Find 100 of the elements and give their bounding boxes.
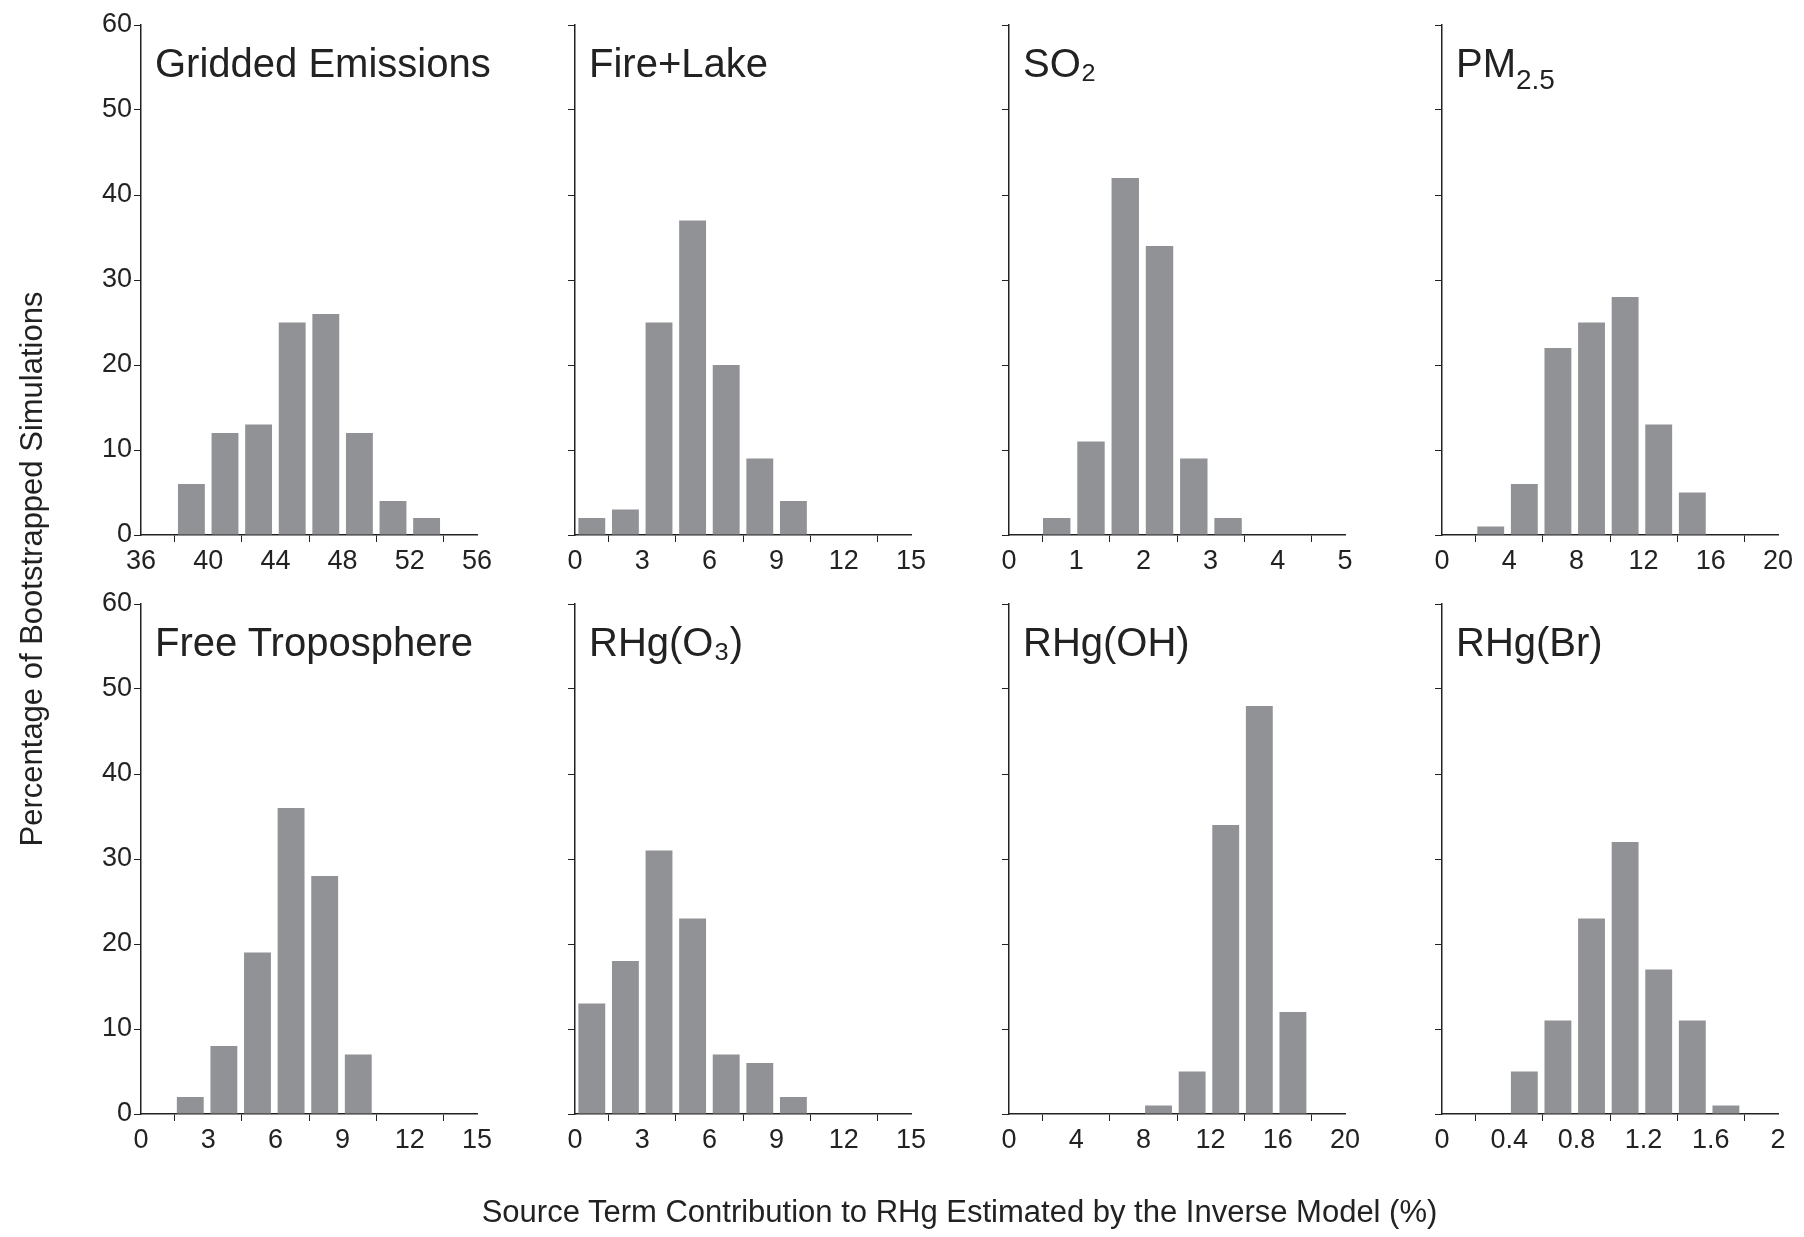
- bar: [1645, 424, 1673, 535]
- bar: [1578, 918, 1605, 1114]
- y-tick-label: 10: [101, 433, 132, 464]
- bar: [645, 322, 673, 535]
- bar: [1178, 1071, 1206, 1114]
- chart-title: Gridded Emissions: [155, 41, 491, 86]
- x-tick-label: 2: [1770, 1123, 1786, 1154]
- bar: [611, 961, 639, 1114]
- x-tick-label: 6: [701, 1123, 717, 1154]
- bar: [344, 1054, 372, 1114]
- x-tick-label: 0: [1434, 1123, 1450, 1154]
- bar: [779, 501, 807, 535]
- bar: [1544, 1020, 1572, 1114]
- x-axis-title: Source Term Contribution to RHg Estimated by the Inverse Model (%): [480, 1194, 1439, 1230]
- y-tick-label: 60: [101, 8, 132, 39]
- bar: [779, 1097, 807, 1114]
- bar: [176, 1097, 204, 1114]
- bar: [712, 1054, 740, 1114]
- x-tick-label: 1.2: [1624, 1123, 1663, 1154]
- bar: [1510, 1071, 1538, 1114]
- bar: [1477, 526, 1505, 535]
- bar: [1043, 518, 1071, 535]
- bar: [679, 220, 707, 535]
- x-tick-label: 0: [1434, 544, 1450, 575]
- x-tick-label: 9: [769, 544, 785, 575]
- bar: [413, 518, 441, 535]
- bar: [1578, 322, 1605, 535]
- bar: [277, 808, 305, 1114]
- x-tick-label: 0.4: [1490, 1123, 1528, 1154]
- x-tick-label: 3: [634, 544, 650, 575]
- bar: [611, 509, 639, 535]
- bar: [746, 1063, 774, 1114]
- x-tick-label: 0: [567, 544, 583, 575]
- y-axis-title: Percentage of Bootstrapped Simulations: [14, 291, 50, 847]
- bar: [712, 365, 740, 535]
- x-tick-label: 56: [461, 544, 493, 575]
- x-tick-label: 0: [1001, 544, 1017, 575]
- y-tick-label: 20: [101, 927, 132, 958]
- chart-title: RHg(OH): [1023, 620, 1190, 665]
- bar: [1678, 492, 1706, 535]
- chart-title: RHg(O₃): [589, 620, 744, 665]
- x-tick-label: 4: [1501, 544, 1517, 575]
- x-tick-label: 0: [1001, 1123, 1017, 1154]
- y-tick-label: 10: [101, 1012, 132, 1043]
- bar: [244, 952, 271, 1114]
- x-tick-label: 15: [895, 544, 927, 575]
- x-tick-label: 1: [1068, 544, 1084, 575]
- chart-title: Fire+Lake: [589, 41, 768, 86]
- x-tick-label: 4: [1270, 544, 1286, 575]
- x-tick-label: 12: [394, 1123, 425, 1154]
- bar: [245, 424, 273, 535]
- x-tick-label: 8: [1135, 1123, 1151, 1154]
- chart-title: Free Troposphere: [155, 620, 473, 665]
- bar: [578, 518, 606, 535]
- y-tick-label: 50: [101, 93, 132, 124]
- y-tick-label: 60: [101, 587, 132, 618]
- bar: [1145, 246, 1174, 535]
- x-tick-label: 0: [567, 1123, 583, 1154]
- y-tick-label: 30: [101, 263, 132, 294]
- bar: [1214, 518, 1242, 535]
- bar: [1712, 1105, 1740, 1114]
- bar: [1678, 1020, 1706, 1114]
- bar: [645, 850, 673, 1114]
- bar: [1180, 458, 1208, 535]
- x-tick-label: 15: [895, 1123, 927, 1154]
- x-tick-label: 12: [828, 544, 859, 575]
- bar: [1212, 825, 1240, 1114]
- bar: [1111, 178, 1139, 535]
- x-tick-label: 1.6: [1692, 1123, 1730, 1154]
- bar: [679, 918, 707, 1114]
- x-tick-label: 9: [769, 1123, 785, 1154]
- x-tick-label: 9: [335, 1123, 351, 1154]
- bar: [1544, 348, 1572, 535]
- x-tick-label: 52: [394, 544, 425, 575]
- y-tick-label: 0: [116, 1097, 132, 1128]
- x-tick-label: 15: [461, 1123, 493, 1154]
- bar: [1279, 1012, 1307, 1114]
- bar: [1510, 484, 1538, 535]
- bar: [1611, 842, 1639, 1114]
- x-tick-label: 48: [327, 544, 358, 575]
- x-tick-label: 16: [1262, 1123, 1293, 1154]
- chart-title: SO₂: [1023, 41, 1097, 86]
- y-tick-label: 30: [101, 842, 132, 873]
- bar: [379, 501, 407, 535]
- y-tick-label: 40: [101, 178, 132, 209]
- x-tick-label: 44: [260, 544, 291, 575]
- bar: [312, 314, 340, 535]
- x-tick-label: 20: [1329, 1123, 1361, 1154]
- bar: [1611, 297, 1639, 535]
- bar: [746, 458, 774, 535]
- bar: [1245, 706, 1273, 1114]
- bar: [1145, 1105, 1172, 1114]
- bar: [578, 1003, 606, 1114]
- x-tick-label: 3: [634, 1123, 650, 1154]
- x-tick-label: 2: [1135, 544, 1151, 575]
- bar: [177, 484, 205, 535]
- x-tick-label: 0.8: [1557, 1123, 1596, 1154]
- bar: [278, 322, 306, 535]
- bar: [1077, 441, 1105, 535]
- x-tick-label: 8: [1568, 544, 1584, 575]
